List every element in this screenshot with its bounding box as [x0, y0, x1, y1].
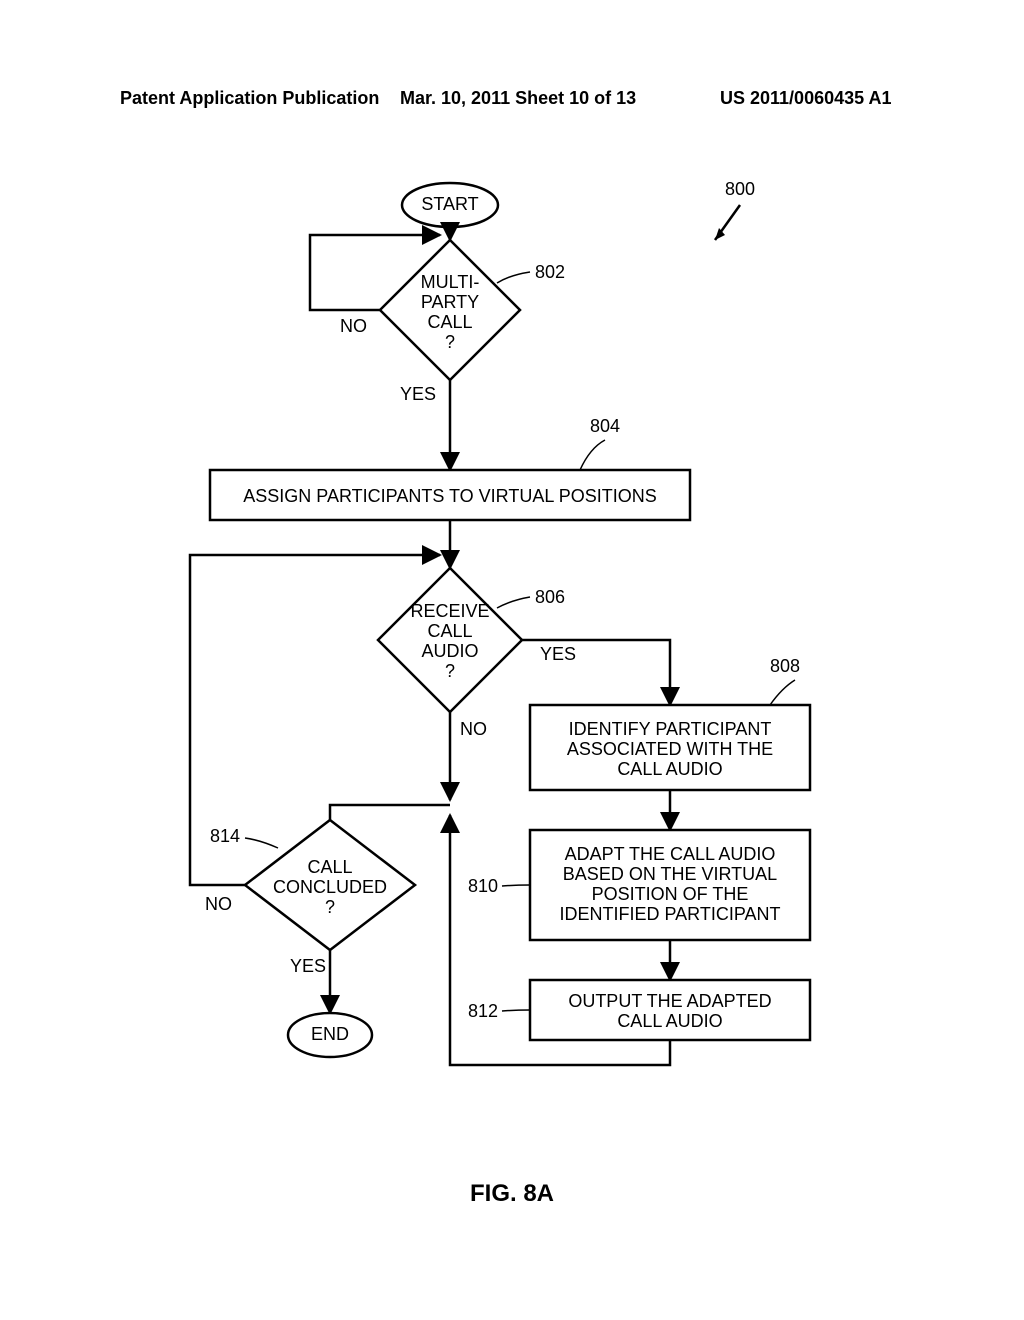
svg-text:?: ? — [445, 661, 455, 681]
svg-text:IDENTIFIED PARTICIPANT: IDENTIFIED PARTICIPANT — [559, 904, 780, 924]
label-802: 802 — [535, 262, 565, 282]
no-806-label: NO — [460, 719, 487, 739]
decision-802: MULTI- PARTY CALL ? 802 — [380, 240, 565, 380]
ref-label-800: 800 — [725, 179, 755, 199]
yes-806-label: YES — [540, 644, 576, 664]
svg-text:POSITION OF THE: POSITION OF THE — [592, 884, 749, 904]
svg-text:ADAPT THE CALL AUDIO: ADAPT THE CALL AUDIO — [565, 844, 776, 864]
svg-text:OUTPUT THE ADAPTED: OUTPUT THE ADAPTED — [568, 991, 771, 1011]
label-806: 806 — [535, 587, 565, 607]
svg-text:AUDIO: AUDIO — [421, 641, 478, 661]
svg-text:CONCLUDED: CONCLUDED — [273, 877, 387, 897]
yes-814-label: YES — [290, 956, 326, 976]
no-802-label: NO — [340, 316, 367, 336]
process-810: ADAPT THE CALL AUDIO BASED ON THE VIRTUA… — [468, 830, 810, 940]
svg-text:CALL AUDIO: CALL AUDIO — [617, 759, 722, 779]
svg-text:?: ? — [325, 897, 335, 917]
svg-text:PARTY: PARTY — [421, 292, 479, 312]
end-node: END — [288, 1013, 372, 1057]
yes-802-label: YES — [400, 384, 436, 404]
edge-d814-yes: YES — [290, 950, 330, 1013]
svg-text:BASED ON THE VIRTUAL: BASED ON THE VIRTUAL — [563, 864, 777, 884]
edge-d806-no: NO — [450, 712, 487, 800]
label-808: 808 — [770, 656, 800, 676]
start-text: START — [421, 194, 478, 214]
svg-text:CALL: CALL — [307, 857, 352, 877]
label-810: 810 — [468, 876, 498, 896]
edge-d802-yes: YES — [400, 380, 450, 470]
label-804: 804 — [590, 416, 620, 436]
svg-text:CALL: CALL — [427, 312, 472, 332]
figure-caption: FIG. 8A — [470, 1180, 554, 1208]
flowchart-svg: 800 START MULTI- PARTY CALL ? 802 NO YES… — [0, 0, 1024, 1320]
ref-arrow-800: 800 — [715, 179, 755, 240]
no-814-label: NO — [205, 894, 232, 914]
svg-text:?: ? — [445, 332, 455, 352]
svg-text:MULTI-: MULTI- — [421, 272, 480, 292]
edge-d806-yes: YES — [522, 640, 670, 705]
svg-text:ASSOCIATED WITH THE: ASSOCIATED WITH THE — [567, 739, 773, 759]
svg-text:CALL AUDIO: CALL AUDIO — [617, 1011, 722, 1031]
svg-text:CALL: CALL — [427, 621, 472, 641]
edge-merge-d814 — [330, 805, 450, 820]
process-812: OUTPUT THE ADAPTED CALL AUDIO 812 — [468, 980, 810, 1040]
end-text: END — [311, 1024, 349, 1044]
label-812: 812 — [468, 1001, 498, 1021]
svg-text:IDENTIFY PARTICIPANT: IDENTIFY PARTICIPANT — [569, 719, 772, 739]
label-814: 814 — [210, 826, 240, 846]
svg-text:RECEIVE: RECEIVE — [410, 601, 489, 621]
svg-text:ASSIGN PARTICIPANTS TO VIRTUAL: ASSIGN PARTICIPANTS TO VIRTUAL POSITIONS — [243, 486, 656, 506]
start-node: START — [402, 183, 498, 227]
